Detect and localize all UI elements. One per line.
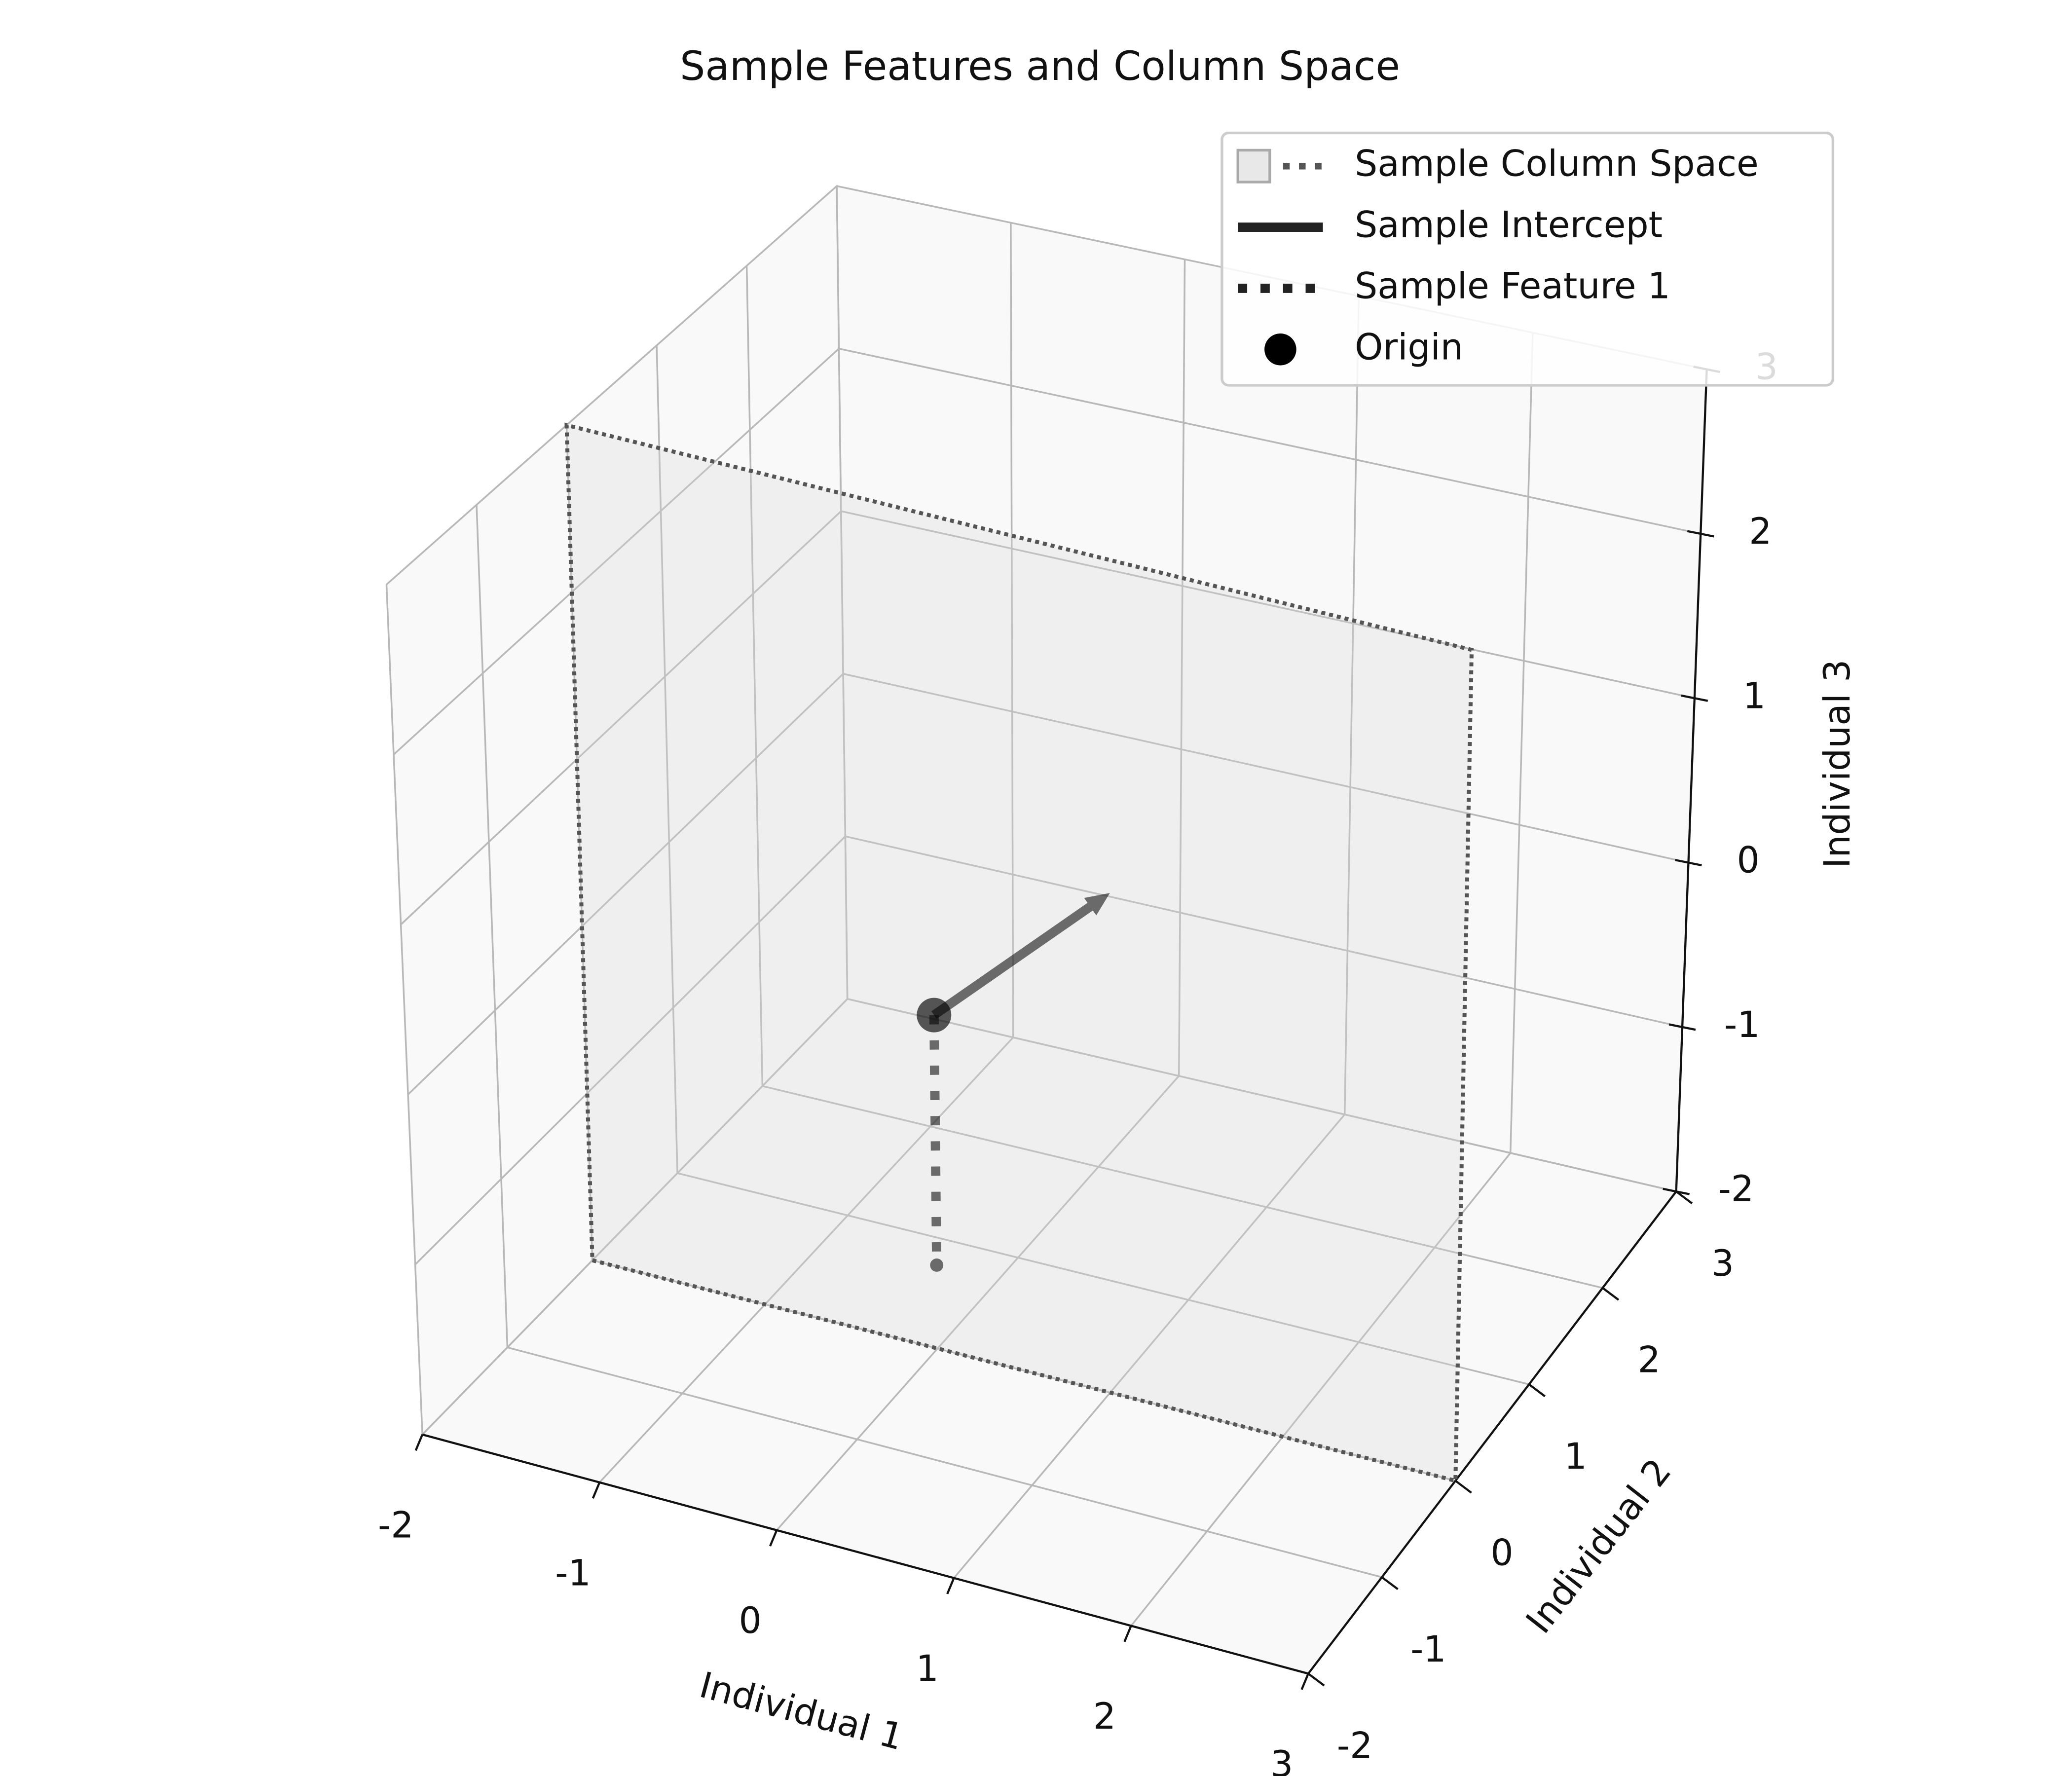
z-tick-label: -1 [1724, 1004, 1760, 1046]
intercept-vector [931, 903, 1093, 1019]
grid-line [839, 347, 1701, 535]
x-tick-label: -1 [555, 1553, 591, 1594]
grid-line [1178, 259, 1186, 1076]
grid-line [845, 835, 1683, 1028]
grid-line [745, 265, 764, 1086]
y-tick-label: 3 [1711, 1243, 1734, 1285]
grid-line [400, 510, 842, 925]
grid-line [847, 998, 1677, 1192]
origin-point [917, 998, 952, 1033]
x-tick-label: 3 [1270, 1744, 1293, 1776]
y-axis [1307, 1190, 1677, 1674]
x-tick-label: 0 [739, 1600, 761, 1642]
feature-vector-head [930, 1258, 944, 1272]
grid-line [836, 186, 849, 999]
x-tick [1123, 1625, 1132, 1642]
y-tick-label: -2 [1337, 1725, 1372, 1767]
x-tick [592, 1481, 601, 1499]
legend-label: Sample Feature 1 [1355, 265, 1670, 307]
grid-line [507, 1346, 1382, 1578]
intercept-vector-head [1084, 893, 1110, 916]
y-tick [1602, 1287, 1620, 1301]
y-tick-label: 1 [1564, 1436, 1587, 1478]
z-tick [1663, 1187, 1690, 1195]
z-axis [1675, 369, 1708, 1192]
y-tick [1307, 1672, 1325, 1687]
legend-label: Sample Intercept [1355, 205, 1663, 246]
grid-line [843, 673, 1689, 864]
z-axis-label: Individual 3 [1817, 660, 1858, 868]
x-tick [414, 1434, 424, 1451]
grid-line [677, 1172, 1529, 1385]
z-tick-label: -2 [1718, 1169, 1754, 1210]
grid-line [599, 1036, 1014, 1483]
legend-box [1221, 131, 1835, 387]
x-axis-label: Individual 1 [695, 1665, 908, 1759]
y-tick [1381, 1576, 1399, 1590]
z-tick-label: 0 [1737, 840, 1759, 882]
grid-line [393, 348, 840, 755]
y-tick-label: 2 [1638, 1339, 1661, 1381]
z-tick [1675, 859, 1702, 867]
legend-label: Sample Column Space [1355, 144, 1759, 185]
z-tick [1681, 694, 1708, 702]
grid-line [414, 836, 846, 1265]
x-axis [422, 1433, 1309, 1675]
grid-line [1343, 296, 1360, 1115]
z-tick [1687, 530, 1714, 538]
legend-handle-origin [1264, 333, 1296, 366]
grid-line [1130, 1152, 1512, 1627]
y-tick-label: -1 [1410, 1629, 1446, 1670]
y-tick [1675, 1190, 1693, 1205]
chart-title: Sample Features and Column Space [680, 43, 1400, 90]
grid-line [841, 510, 1695, 699]
x-tick-label: -2 [378, 1505, 413, 1546]
z-tick-label: 2 [1749, 511, 1772, 553]
x-tick-label: 2 [1093, 1696, 1116, 1738]
grid-line [656, 345, 678, 1174]
grid-line [421, 998, 848, 1436]
grid-line [953, 1113, 1346, 1579]
x-tick [946, 1577, 955, 1594]
y-tick [1528, 1383, 1546, 1398]
grid-line [407, 673, 844, 1095]
grid-line [1010, 222, 1014, 1037]
grid-line [1509, 333, 1534, 1153]
grid-line [386, 185, 838, 586]
y-tick [1454, 1480, 1472, 1494]
grid-line [762, 1085, 1603, 1289]
grid-line [476, 505, 509, 1348]
feature-vector [929, 1015, 942, 1265]
x-tick-label: 1 [916, 1648, 939, 1690]
x-tick [1300, 1673, 1309, 1690]
y-axis-label: Individual 2 [1518, 1451, 1680, 1641]
grid-line [385, 584, 423, 1435]
z-tick [1668, 1023, 1696, 1031]
grid-line [776, 1075, 1180, 1531]
x-tick [769, 1529, 778, 1547]
y-tick-label: 0 [1490, 1532, 1513, 1574]
z-tick-label: 1 [1743, 675, 1766, 717]
legend-handle-plane [1236, 148, 1271, 184]
legend-label: Origin [1355, 327, 1463, 368]
